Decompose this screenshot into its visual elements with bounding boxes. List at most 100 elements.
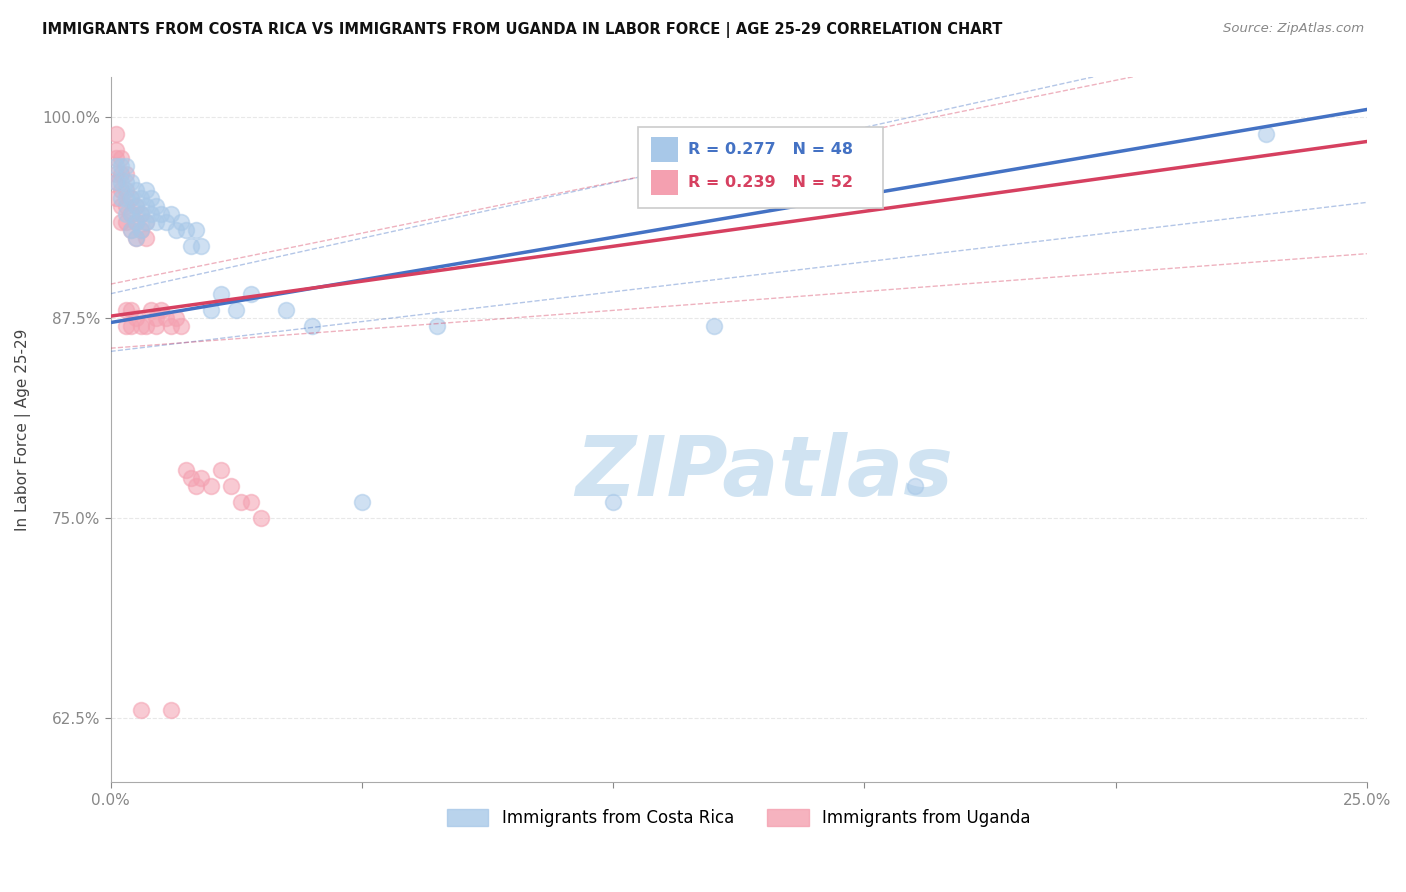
Point: [110, 159, 132, 173]
Point: [149, 302, 172, 317]
Point: [114, 318, 136, 333]
Text: ZIPatlas: ZIPatlas: [575, 432, 953, 513]
Y-axis label: In Labor Force | Age 25-29: In Labor Force | Age 25-29: [15, 329, 31, 531]
Point: [135, 318, 157, 333]
Point: [139, 302, 162, 317]
Point: [903, 479, 925, 493]
Point: [104, 191, 127, 205]
Point: [104, 175, 127, 189]
Legend: Immigrants from Costa Rica, Immigrants from Uganda: Immigrants from Costa Rica, Immigrants f…: [440, 803, 1038, 834]
Point: [124, 230, 146, 244]
Point: [250, 511, 273, 525]
Point: [155, 214, 177, 228]
Point: [209, 463, 232, 477]
Point: [124, 183, 146, 197]
Point: [149, 206, 172, 220]
Point: [160, 206, 183, 220]
Point: [174, 222, 197, 236]
Point: [120, 206, 142, 220]
Point: [104, 175, 127, 189]
Point: [129, 206, 152, 220]
Point: [135, 198, 157, 212]
Point: [180, 471, 202, 485]
Point: [165, 310, 187, 325]
Point: [120, 191, 142, 205]
Point: [110, 151, 132, 165]
Point: [240, 286, 263, 301]
Point: [114, 175, 136, 189]
Point: [114, 206, 136, 220]
Point: [114, 302, 136, 317]
Bar: [651, 137, 678, 162]
Point: [301, 318, 323, 333]
Point: [124, 310, 146, 325]
FancyBboxPatch shape: [638, 127, 883, 208]
Point: [124, 198, 146, 212]
Point: [602, 495, 624, 509]
Point: [114, 167, 136, 181]
Point: [110, 183, 132, 197]
Point: [145, 198, 167, 212]
Point: [124, 198, 146, 212]
Point: [114, 159, 136, 173]
Point: [129, 222, 152, 236]
Point: [200, 479, 222, 493]
Point: [129, 191, 152, 205]
Point: [104, 127, 127, 141]
Text: IMMIGRANTS FROM COSTA RICA VS IMMIGRANTS FROM UGANDA IN LABOR FORCE | AGE 25-29 : IMMIGRANTS FROM COSTA RICA VS IMMIGRANTS…: [42, 22, 1002, 38]
Point: [160, 318, 183, 333]
Point: [219, 479, 242, 493]
Point: [702, 318, 724, 333]
Point: [190, 238, 212, 252]
Point: [129, 206, 152, 220]
Point: [139, 191, 162, 205]
Point: [110, 167, 132, 181]
Point: [145, 214, 167, 228]
Point: [174, 463, 197, 477]
Point: [120, 302, 142, 317]
Point: [184, 479, 207, 493]
Point: [231, 495, 253, 509]
Point: [160, 703, 183, 717]
Point: [104, 151, 127, 165]
Point: [104, 159, 127, 173]
Point: [135, 183, 157, 197]
Point: [190, 471, 212, 485]
Bar: [651, 170, 678, 195]
Point: [120, 222, 142, 236]
Point: [114, 183, 136, 197]
Point: [426, 318, 449, 333]
Point: [124, 214, 146, 228]
Point: [124, 230, 146, 244]
Point: [120, 222, 142, 236]
Point: [135, 214, 157, 228]
Point: [135, 230, 157, 244]
Point: [114, 191, 136, 205]
Point: [145, 318, 167, 333]
Point: [110, 214, 132, 228]
Point: [145, 310, 167, 325]
Text: Source: ZipAtlas.com: Source: ZipAtlas.com: [1223, 22, 1364, 36]
Point: [350, 495, 373, 509]
Point: [184, 222, 207, 236]
Point: [110, 175, 132, 189]
Point: [225, 302, 247, 317]
Text: R = 0.277   N = 48: R = 0.277 N = 48: [689, 142, 853, 157]
Text: R = 0.239   N = 52: R = 0.239 N = 52: [689, 175, 853, 190]
Point: [114, 198, 136, 212]
Point: [155, 310, 177, 325]
Point: [104, 167, 127, 181]
Point: [120, 175, 142, 189]
Point: [170, 318, 193, 333]
Point: [129, 318, 152, 333]
Point: [120, 191, 142, 205]
Point: [165, 222, 187, 236]
Point: [120, 206, 142, 220]
Point: [240, 495, 263, 509]
Point: [276, 302, 298, 317]
Point: [110, 198, 132, 212]
Point: [110, 191, 132, 205]
Point: [129, 222, 152, 236]
Point: [135, 214, 157, 228]
Point: [180, 238, 202, 252]
